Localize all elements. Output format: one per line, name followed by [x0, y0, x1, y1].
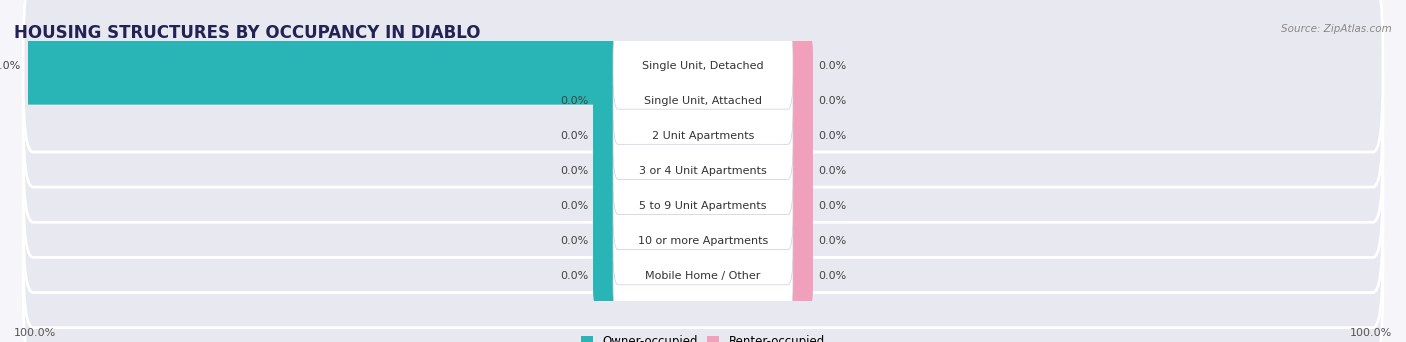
FancyBboxPatch shape — [613, 198, 793, 285]
Text: 0.0%: 0.0% — [818, 166, 846, 176]
FancyBboxPatch shape — [24, 27, 621, 105]
Text: 0.0%: 0.0% — [818, 271, 846, 281]
Text: Single Unit, Detached: Single Unit, Detached — [643, 61, 763, 71]
FancyBboxPatch shape — [22, 14, 1384, 187]
FancyBboxPatch shape — [22, 0, 1384, 152]
FancyBboxPatch shape — [786, 178, 813, 235]
Text: Single Unit, Attached: Single Unit, Attached — [644, 96, 762, 106]
FancyBboxPatch shape — [22, 155, 1384, 328]
Text: 0.0%: 0.0% — [818, 96, 846, 106]
Text: Source: ZipAtlas.com: Source: ZipAtlas.com — [1281, 24, 1392, 34]
FancyBboxPatch shape — [613, 92, 793, 180]
FancyBboxPatch shape — [613, 57, 793, 144]
Text: 0.0%: 0.0% — [818, 131, 846, 141]
Text: 0.0%: 0.0% — [560, 166, 588, 176]
FancyBboxPatch shape — [786, 213, 813, 270]
FancyBboxPatch shape — [613, 22, 793, 109]
FancyBboxPatch shape — [22, 190, 1384, 342]
FancyBboxPatch shape — [593, 107, 620, 164]
FancyBboxPatch shape — [593, 72, 620, 129]
FancyBboxPatch shape — [593, 248, 620, 305]
FancyBboxPatch shape — [22, 120, 1384, 292]
Text: 0.0%: 0.0% — [818, 201, 846, 211]
FancyBboxPatch shape — [613, 162, 793, 250]
Text: 3 or 4 Unit Apartments: 3 or 4 Unit Apartments — [640, 166, 766, 176]
Text: 0.0%: 0.0% — [560, 236, 588, 246]
Text: 100.0%: 100.0% — [14, 328, 56, 338]
Text: 10 or more Apartments: 10 or more Apartments — [638, 236, 768, 246]
FancyBboxPatch shape — [613, 128, 793, 214]
FancyBboxPatch shape — [786, 72, 813, 129]
FancyBboxPatch shape — [593, 178, 620, 235]
Text: 0.0%: 0.0% — [560, 96, 588, 106]
FancyBboxPatch shape — [786, 37, 813, 94]
Text: 100.0%: 100.0% — [1350, 328, 1392, 338]
Text: 0.0%: 0.0% — [560, 201, 588, 211]
FancyBboxPatch shape — [22, 50, 1384, 222]
Text: Mobile Home / Other: Mobile Home / Other — [645, 271, 761, 281]
FancyBboxPatch shape — [593, 213, 620, 270]
FancyBboxPatch shape — [786, 143, 813, 199]
FancyBboxPatch shape — [593, 143, 620, 199]
Text: HOUSING STRUCTURES BY OCCUPANCY IN DIABLO: HOUSING STRUCTURES BY OCCUPANCY IN DIABL… — [14, 24, 481, 42]
FancyBboxPatch shape — [22, 84, 1384, 258]
Legend: Owner-occupied, Renter-occupied: Owner-occupied, Renter-occupied — [576, 330, 830, 342]
Text: 0.0%: 0.0% — [560, 271, 588, 281]
Text: 2 Unit Apartments: 2 Unit Apartments — [652, 131, 754, 141]
FancyBboxPatch shape — [786, 107, 813, 164]
Text: 5 to 9 Unit Apartments: 5 to 9 Unit Apartments — [640, 201, 766, 211]
FancyBboxPatch shape — [786, 248, 813, 305]
Text: 0.0%: 0.0% — [560, 131, 588, 141]
Text: 0.0%: 0.0% — [818, 61, 846, 71]
Text: 0.0%: 0.0% — [818, 236, 846, 246]
FancyBboxPatch shape — [613, 233, 793, 320]
Text: 100.0%: 100.0% — [0, 61, 21, 71]
